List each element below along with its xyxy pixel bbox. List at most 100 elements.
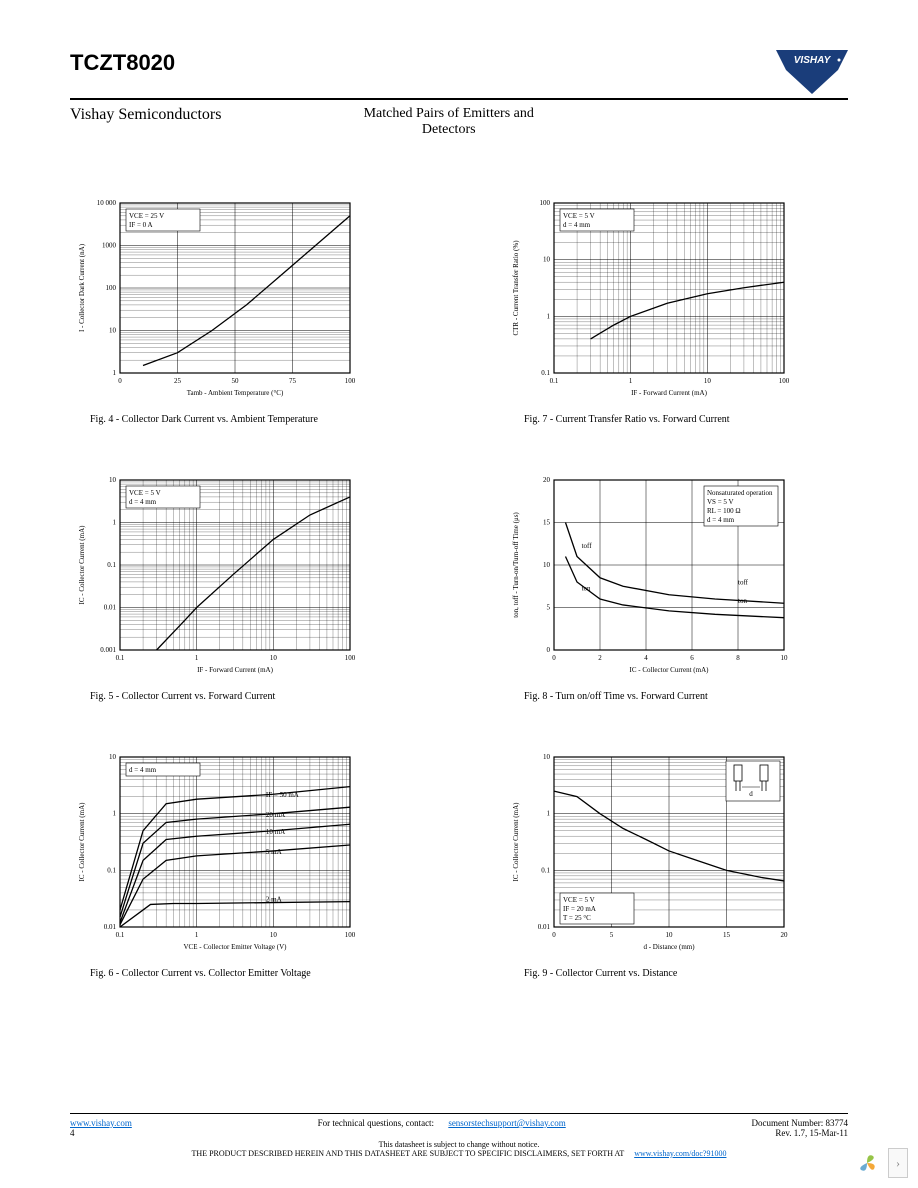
footer-page: 4 (70, 1128, 75, 1138)
svg-text:0: 0 (547, 646, 551, 654)
svg-text:VS = 5 V: VS = 5 V (707, 498, 734, 506)
svg-text:1: 1 (547, 312, 551, 320)
svg-text:4: 4 (644, 654, 648, 662)
svg-text:ton: ton (738, 597, 747, 605)
svg-text:0: 0 (552, 654, 556, 662)
svg-text:1000: 1000 (102, 242, 117, 250)
svg-text:5 mA: 5 mA (266, 848, 282, 856)
svg-text:0.1: 0.1 (541, 866, 550, 874)
svg-text:0.1: 0.1 (550, 377, 559, 385)
svg-text:T = 25 °C: T = 25 °C (563, 914, 591, 922)
chart-fig4-svg: 0255075100110100100010 000Tamb - Ambient… (70, 188, 370, 408)
svg-text:IF - Forward Current (mA): IF - Forward Current (mA) (197, 666, 273, 674)
svg-text:d = 4 mm: d = 4 mm (129, 766, 157, 774)
svg-text:toff: toff (582, 542, 593, 550)
svg-text:100: 100 (345, 654, 356, 662)
svg-text:IC - Collector Current (mA): IC - Collector Current (mA) (78, 802, 86, 882)
svg-text:20 mA: 20 mA (266, 811, 285, 819)
svg-text:10: 10 (109, 476, 117, 484)
svg-text:VCE = 5 V: VCE = 5 V (129, 489, 161, 497)
footer-right: Document Number: 83774 Rev. 1.7, 15-Mar-… (752, 1118, 848, 1138)
chart-fig6: 0.11101000.010.1110IF = 50 mA20 mA10 mA5… (70, 742, 414, 979)
svg-text:50: 50 (232, 377, 240, 385)
footer-left: www.vishay.com 4 (70, 1118, 132, 1138)
svg-text:5: 5 (610, 931, 614, 939)
svg-text:IC - Collector Current (mA): IC - Collector Current (mA) (78, 525, 86, 605)
svg-text:10: 10 (109, 753, 117, 761)
nav-petal-icon[interactable] (852, 1148, 882, 1178)
document-title: Matched Pairs of Emitters and Detectors (121, 106, 776, 138)
svg-text:Tamb - Ambient Temperature (°C: Tamb - Ambient Temperature (°C) (187, 389, 284, 397)
svg-text:100: 100 (345, 931, 356, 939)
svg-text:100: 100 (779, 377, 790, 385)
chart-fig4: 0255075100110100100010 000Tamb - Ambient… (70, 188, 414, 425)
chart-fig7: 0.11101000.1110100IF - Forward Current (… (504, 188, 848, 425)
svg-text:VCE - Collector Emitter Voltag: VCE - Collector Emitter Voltage (V) (184, 943, 288, 951)
svg-text:2: 2 (598, 654, 602, 662)
svg-text:10: 10 (666, 931, 674, 939)
svg-text:d = 4 mm: d = 4 mm (707, 516, 735, 524)
svg-text:1: 1 (547, 810, 551, 818)
footer-email[interactable]: sensorstechsupport@vishay.com (448, 1118, 565, 1128)
charts-grid: 0255075100110100100010 000Tamb - Ambient… (70, 188, 848, 979)
svg-text:1: 1 (113, 810, 117, 818)
svg-text:IF = 20 mA: IF = 20 mA (563, 905, 596, 913)
svg-text:15: 15 (543, 519, 551, 527)
chart-fig7-svg: 0.11101000.1110100IF - Forward Current (… (504, 188, 804, 408)
svg-text:toff: toff (738, 578, 749, 586)
svg-text:1: 1 (195, 931, 199, 939)
svg-text:8: 8 (736, 654, 740, 662)
svg-text:10: 10 (781, 654, 789, 662)
svg-text:d: d (749, 790, 753, 798)
vishay-logo: VISHAY (776, 50, 848, 94)
chart-fig9-svg: 051015200.010.1110d - Distance (mm)IC - … (504, 742, 804, 962)
svg-text:IF = 0 A: IF = 0 A (129, 221, 153, 229)
nav-next-arrow[interactable]: › (888, 1148, 908, 1178)
svg-text:10: 10 (543, 256, 551, 264)
svg-text:10: 10 (109, 327, 117, 335)
svg-text:1: 1 (113, 519, 117, 527)
svg-text:2 mA: 2 mA (266, 895, 282, 903)
footer-url[interactable]: www.vishay.com (70, 1118, 132, 1128)
svg-text:0.01: 0.01 (104, 604, 117, 612)
svg-text:VCE = 5 V: VCE = 5 V (563, 896, 595, 904)
svg-text:10 000: 10 000 (97, 199, 117, 207)
svg-text:ton, toff - Turn-on/Turn-off T: ton, toff - Turn-on/Turn-off Time (μs) (512, 512, 520, 618)
header: TCZT8020 VISHAY (70, 50, 848, 100)
chart-fig7-caption: Fig. 7 - Current Transfer Ratio vs. Forw… (524, 414, 848, 425)
svg-text:0.1: 0.1 (541, 369, 550, 377)
svg-text:IF = 50 mA: IF = 50 mA (266, 791, 299, 799)
chart-fig6-svg: 0.11101000.010.1110IF = 50 mA20 mA10 mA5… (70, 742, 370, 962)
svg-text:10: 10 (270, 654, 278, 662)
svg-text:d - Distance (mm): d - Distance (mm) (643, 943, 695, 951)
svg-text:VCE = 5 V: VCE = 5 V (563, 212, 595, 220)
svg-text:ton: ton (582, 585, 591, 593)
svg-text:1: 1 (113, 369, 117, 377)
chart-fig5: 0.11101000.0010.010.1110IF - Forward Cur… (70, 465, 414, 702)
svg-text:0.1: 0.1 (116, 931, 125, 939)
svg-text:CTR - Current Transfer Ratio (: CTR - Current Transfer Ratio (%) (512, 240, 520, 336)
chart-fig5-svg: 0.11101000.0010.010.1110IF - Forward Cur… (70, 465, 370, 685)
svg-text:10 mA: 10 mA (266, 828, 285, 836)
chart-fig9-caption: Fig. 9 - Collector Current vs. Distance (524, 968, 848, 979)
svg-text:0.1: 0.1 (116, 654, 125, 662)
svg-text:Nonsaturated operation: Nonsaturated operation (707, 489, 773, 497)
svg-text:20: 20 (781, 931, 789, 939)
footer-disclaimer-url[interactable]: www.vishay.com/doc?91000 (634, 1149, 726, 1158)
svg-text:25: 25 (174, 377, 182, 385)
svg-text:100: 100 (540, 199, 551, 207)
svg-text:100: 100 (106, 284, 117, 292)
svg-text:VCE = 25 V: VCE = 25 V (129, 212, 164, 220)
svg-text:d = 4 mm: d = 4 mm (563, 221, 591, 229)
svg-text:0: 0 (552, 931, 556, 939)
svg-text:20: 20 (543, 476, 551, 484)
part-number: TCZT8020 (70, 50, 175, 76)
svg-text:0.01: 0.01 (104, 923, 117, 931)
svg-text:0.1: 0.1 (107, 561, 116, 569)
svg-text:IC - Collector Current (mA): IC - Collector Current (mA) (512, 802, 520, 882)
chart-fig5-caption: Fig. 5 - Collector Current vs. Forward C… (90, 691, 414, 702)
svg-text:0.01: 0.01 (538, 923, 551, 931)
svg-text:10: 10 (543, 753, 551, 761)
svg-text:RL = 100 Ω: RL = 100 Ω (707, 507, 741, 515)
svg-text:10: 10 (270, 931, 278, 939)
